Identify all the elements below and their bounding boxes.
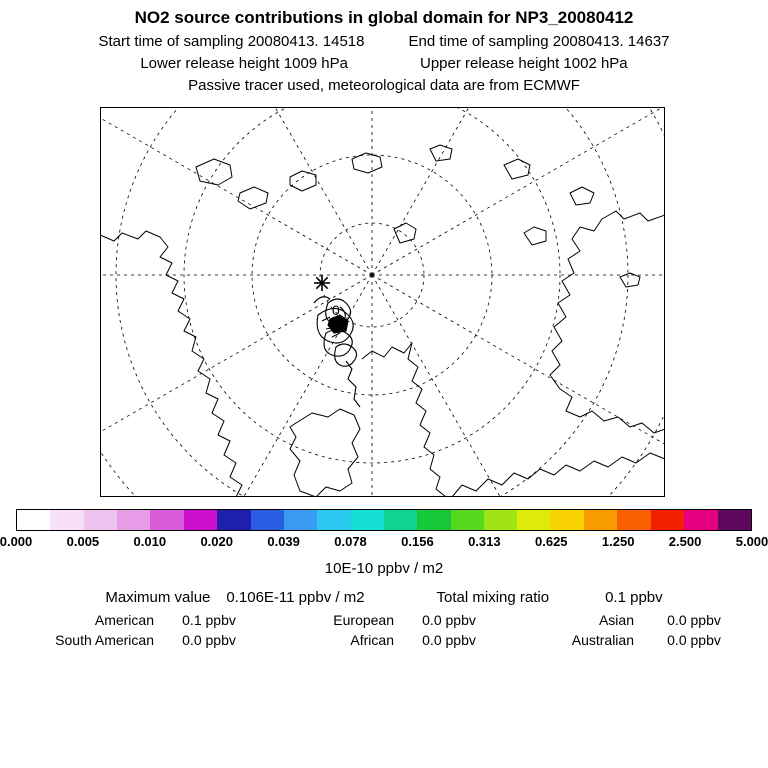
source-contribution-plume [313,296,361,408]
figure-title: NO2 source contributions in global domai… [134,8,634,27]
colorbar-segment [17,510,51,530]
colorbar-segment [383,510,418,530]
colorbar-tick-label: 0.005 [66,534,100,549]
map-panel: 0 [100,107,665,497]
colorbar-segment [550,510,585,530]
contribution-value: 0.1 ppbv [182,612,236,628]
upper-release-text: Upper release height 1002 hPa [420,55,628,72]
contribution-region-label: African [350,632,394,648]
contributions-table: American 0.1 ppbv European 0.0 ppbv Asian 0.0… [0,612,768,648]
colorbar-gradient [16,509,752,531]
polar-map: 0 [100,107,665,497]
tracer-info-text: Passive tracer used, meteorological data… [188,77,580,94]
max-value-group: Maximum value 0.106E-11 ppbv / m2 [105,589,364,606]
colorbar-segment [417,510,451,530]
contribution-value: 0.0 ppbv [422,612,476,628]
coastlines [101,144,664,496]
colorbar-tick-label: 0.000 [0,534,33,549]
contribution-row: American 0.1 ppbv European 0.0 ppbv Asian 0.0… [14,612,754,628]
graticule [101,108,664,496]
max-value-label: Maximum value [105,589,211,606]
colorbar-tick-label: 0.313 [468,534,501,549]
max-value: 0.106E-11 ppbv / m2 [226,589,365,606]
colorbar-segment [617,510,651,530]
contribution-value: 0.0 ppbv [182,632,236,648]
colorbar-tick-label: 5.000 [735,534,768,549]
station-marker-icon [314,275,330,291]
contribution-row: South American 0.0 ppbv African 0.0 ppbv Aus… [14,632,754,648]
colorbar-segment [650,510,685,530]
colorbar-tick-label: 0.625 [534,534,568,549]
contribution-value: 0.0 ppbv [667,632,721,648]
colorbar-segment [717,510,751,530]
colorbar-tick-label: 0.078 [334,534,367,549]
sampling-times-line: Start time of sampling 20080413. 14518 E… [0,33,768,50]
contribution-region-label: American [94,612,154,628]
stats-line: Maximum value 0.106E-11 ppbv / m2 Total … [0,589,768,606]
colorbar-segment [350,510,384,530]
colorbar-segment [450,510,485,530]
colorbar-segment [83,510,118,530]
colorbar-segment [117,510,151,530]
colorbar-segment [317,510,351,530]
colorbar-unit-label: 10E-10 ppbv / m2 [324,560,444,577]
map-border [100,107,665,497]
colorbar-segment [584,510,618,530]
total-ratio-value: 0.1 ppbv [605,589,663,606]
colorbar-tick-label: 2.500 [668,534,702,549]
colorbar-segment [283,510,318,530]
colorbar: 0.000 0.005 0.010 0.020 0.039 0.078 0.156 0.313… [0,509,768,552]
colorbar-segment [217,510,251,530]
end-time-text: End time of sampling 20080413. 14637 [408,33,670,50]
figure-page: NO2 source contributions in global domai… [0,8,768,648]
contribution-region-label: Asian [598,612,634,628]
lower-release-text: Lower release height 1009 hPa [140,55,348,72]
colorbar-segment [517,510,551,530]
colorbar-tick-label: 0.156 [401,534,434,549]
contribution-region-label: South American [55,632,154,648]
colorbar-segment [484,510,518,530]
total-ratio-label: Total mixing ratio [436,589,550,606]
colorbar-segment [50,510,84,530]
colorbar-segment [684,510,718,530]
total-ratio-group: Total mixing ratio 0.1 ppbv [437,589,663,606]
contribution-region-label: Australian [571,632,634,648]
colorbar-tick-label: 1.250 [601,534,635,549]
colorbar-tick-label: 0.010 [133,534,167,549]
station-label: 0 [332,302,340,318]
contribution-region-label: European [333,612,394,628]
colorbar-segment [250,510,284,530]
colorbar-tick-label: 0.020 [200,534,233,549]
colorbar-tick-label: 0.039 [267,534,300,549]
contribution-value: 0.0 ppbv [422,632,476,648]
colorbar-segment [183,510,218,530]
colorbar-tick-labels: 0.000 0.005 0.010 0.020 0.039 0.078 0.156 0.313… [0,534,768,552]
start-time-text: Start time of sampling 20080413. 14518 [98,33,365,50]
contribution-value: 0.0 ppbv [667,612,721,628]
release-heights-line: Lower release height 1009 hPa Upper rele… [0,55,768,72]
colorbar-segment [150,510,184,530]
